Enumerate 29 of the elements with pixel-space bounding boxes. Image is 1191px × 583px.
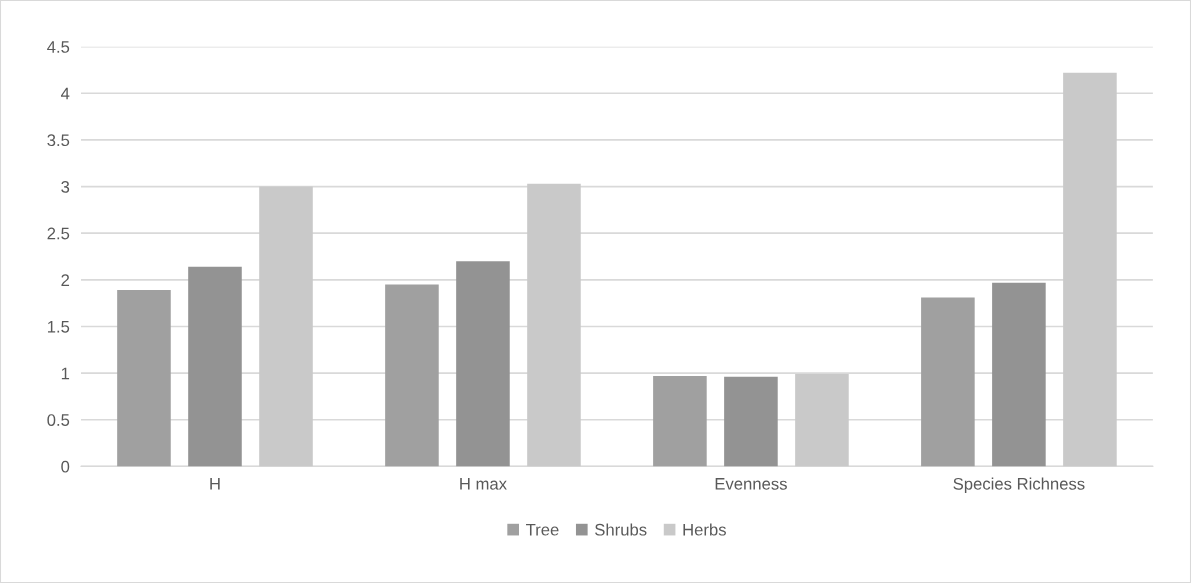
x-tick-label: H <box>210 478 220 490</box>
y-tick-label: 0 <box>61 460 70 473</box>
bar <box>653 375 707 467</box>
y-tick-label: 2 <box>61 274 70 286</box>
legend-label: Shrubs <box>595 523 647 536</box>
bar <box>527 183 581 467</box>
y-tick-label: 4.5 <box>47 41 70 53</box>
bar <box>117 290 171 467</box>
y-tick-label: 3.5 <box>47 134 70 147</box>
y-tick-label: 2.5 <box>47 227 70 240</box>
x-tick-label: Evenness <box>715 478 787 490</box>
y-tick-label: 0.5 <box>47 414 70 426</box>
legend-label: Tree <box>526 523 559 536</box>
bar <box>992 282 1046 467</box>
bar <box>385 284 439 467</box>
x-tick-label: H max <box>460 478 507 490</box>
bar <box>921 297 975 467</box>
bar <box>724 376 778 467</box>
y-tick-label: 3 <box>61 180 70 193</box>
legend-label: Herbs <box>683 523 726 536</box>
bar <box>188 266 242 467</box>
y-tick-label: 1 <box>61 367 70 380</box>
bar <box>1063 72 1117 467</box>
bar <box>795 374 849 467</box>
y-tick-label: 1.5 <box>47 321 70 333</box>
x-tick-label: Species Richness <box>953 477 1085 494</box>
bar <box>259 186 313 467</box>
bar <box>456 261 510 467</box>
y-tick-label: 4 <box>60 87 70 100</box>
